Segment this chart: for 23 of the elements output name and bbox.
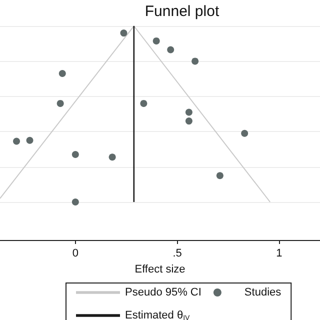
legend-label: Pseudo 95% CI [125, 286, 202, 298]
point [192, 58, 199, 65]
point [185, 108, 192, 116]
point [152, 37, 160, 44]
point [108, 154, 116, 161]
point [216, 172, 224, 180]
point [140, 100, 148, 107]
x-tick-label: 0 [72, 248, 78, 260]
chart-title: Funnel plot [144, 3, 220, 20]
x-axis-title: Effect size [134, 264, 186, 276]
legend-label: Studies [244, 286, 282, 298]
point [13, 138, 20, 145]
point [185, 118, 192, 125]
point [58, 70, 66, 78]
point [241, 130, 248, 137]
x-tick-label: .5 [172, 248, 182, 260]
point [56, 100, 64, 107]
point [72, 198, 79, 206]
x-tick-label: 1 [276, 248, 282, 260]
point [120, 30, 128, 37]
point [26, 136, 34, 144]
point [167, 46, 174, 54]
point [72, 150, 79, 158]
